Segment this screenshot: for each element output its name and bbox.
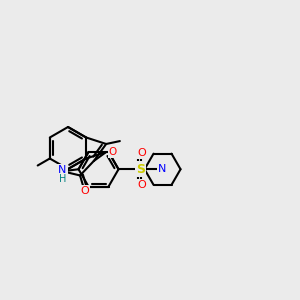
Text: N: N xyxy=(58,165,67,175)
Text: O: O xyxy=(137,148,146,158)
Text: O: O xyxy=(80,186,89,196)
Text: O: O xyxy=(137,180,146,190)
Text: S: S xyxy=(136,163,145,176)
Text: O: O xyxy=(108,147,116,157)
Text: N: N xyxy=(158,164,167,174)
Text: H: H xyxy=(59,174,66,184)
